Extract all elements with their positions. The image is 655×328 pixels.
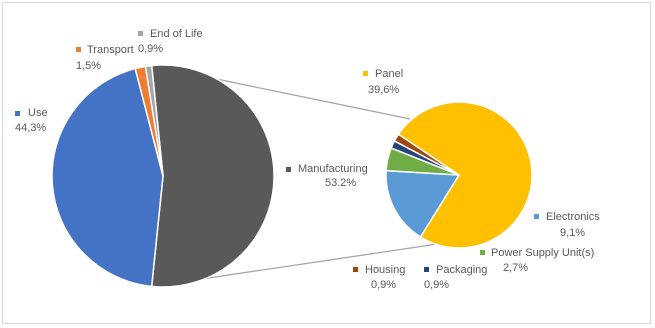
power-supply-unit-s-legend-key	[480, 250, 485, 255]
use-label-value: 44,3%	[15, 122, 46, 134]
panel-label-name: Panel	[375, 68, 403, 80]
end-of-life-label-value: 0,9%	[138, 43, 163, 55]
slice-manufacturing	[150, 64, 275, 288]
end-of-life-legend-key	[138, 31, 143, 36]
slice-panel	[397, 101, 533, 249]
secondary-pie	[385, 101, 533, 249]
use-legend-key	[15, 111, 20, 116]
slice-housing	[393, 133, 460, 176]
electronics-label-value: 9,1%	[560, 227, 585, 239]
housing-label-value: 0,9%	[371, 279, 396, 291]
packaging-label-value: 0,9%	[424, 279, 449, 291]
slice-electronics	[385, 169, 461, 239]
electronics-label-name: Electronics	[546, 211, 600, 223]
panel-label-value: 39,6%	[368, 84, 399, 96]
use-label-name: Use	[28, 107, 48, 119]
end-of-life-label-name: End of Life	[150, 28, 203, 40]
manufacturing-label-value: 53.2%	[325, 177, 356, 189]
transport-legend-key	[76, 47, 81, 52]
packaging-legend-key	[424, 267, 429, 272]
slice-use	[51, 67, 164, 288]
power-supply-unit-s-label-value: 2,7%	[503, 262, 528, 274]
housing-label-name: Housing	[365, 264, 405, 276]
manufacturing-label-name: Manufacturing	[298, 163, 368, 175]
packaging-label-name: Packaging	[436, 264, 487, 276]
data-labels: Use 44,3% Transport 1,5% End of Life 0,9% Manu…	[15, 28, 600, 291]
electronics-legend-key	[534, 214, 539, 219]
power-supply-unit-s-label-name: Power Supply Unit(s)	[491, 247, 594, 259]
panel-legend-key	[363, 71, 368, 76]
transport-label-value: 1,5%	[76, 60, 101, 72]
slice-end-of-life	[144, 64, 164, 177]
transport-label-name: Transport	[87, 44, 134, 56]
manufacturing-legend-key	[286, 167, 291, 172]
housing-legend-key	[353, 267, 358, 272]
main-pie	[51, 64, 275, 288]
